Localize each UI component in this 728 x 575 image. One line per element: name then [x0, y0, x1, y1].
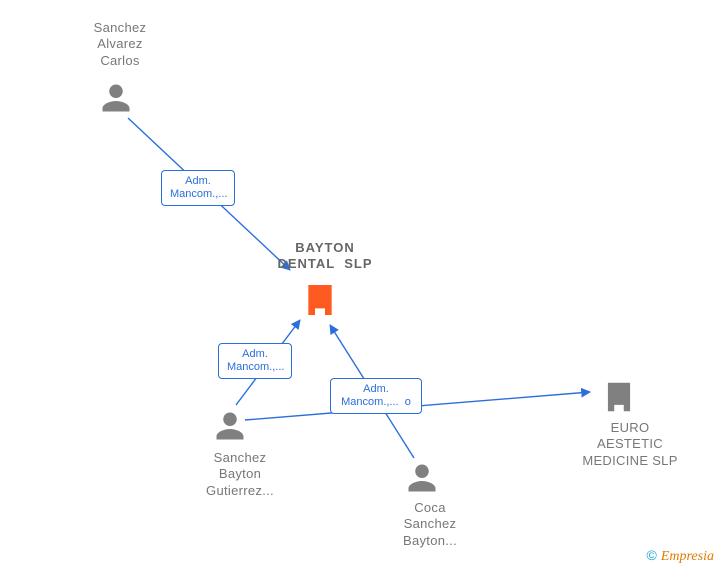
person-icon[interactable] [404, 460, 440, 496]
edge-label-coca-center[interactable]: Adm. Mancom.,... o [330, 378, 422, 414]
copyright-icon: © [647, 547, 657, 563]
watermark-brand: Empresia [661, 549, 714, 564]
node-label-carlos[interactable]: Sanchez Alvarez Carlos [80, 20, 160, 69]
building-center-icon[interactable] [300, 280, 340, 320]
building-gray-icon[interactable] [600, 378, 638, 416]
person-icon[interactable] [212, 408, 248, 444]
node-label-gutierrez[interactable]: Sanchez Bayton Gutierrez... [190, 450, 290, 499]
node-label-euro[interactable]: EURO AESTETIC MEDICINE SLP [570, 420, 690, 469]
person-icon[interactable] [98, 80, 134, 116]
node-label-center[interactable]: BAYTON DENTAL SLP [260, 240, 390, 273]
node-label-coca[interactable]: Coca Sanchez Bayton... [390, 500, 470, 549]
watermark: © Empresia [647, 547, 714, 565]
edge-label-carlos-center[interactable]: Adm. Mancom.,... [161, 170, 235, 206]
diagram-canvas: Adm. Mancom.,... Adm. Mancom.,... Adm. M… [0, 0, 728, 575]
edge-label-gutierrez-center[interactable]: Adm. Mancom.,... [218, 343, 292, 379]
